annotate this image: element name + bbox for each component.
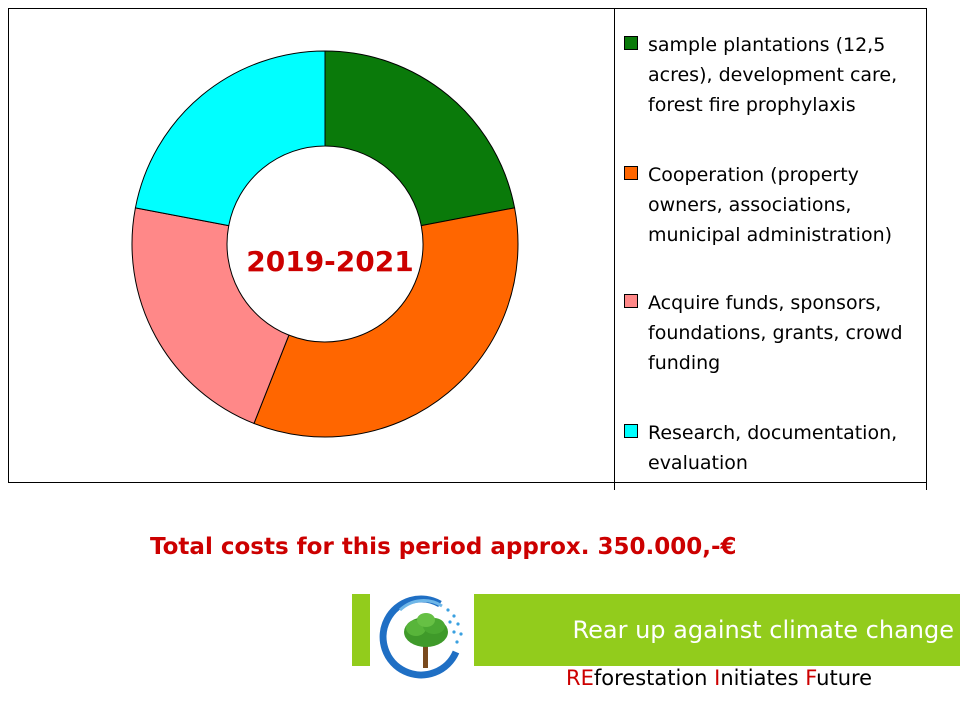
logo-bar-right — [474, 594, 960, 666]
legend-text-cooperation: Cooperation (property owners, associatio… — [648, 164, 893, 246]
slogan-text: Rear up against climate change — [572, 616, 954, 644]
tree-logo-icon — [370, 590, 474, 682]
legend-divider-left — [614, 8, 615, 490]
legend-divider-right — [926, 8, 927, 490]
tagline-part-i: I — [714, 666, 721, 690]
donut-slice-plantations — [324, 50, 516, 227]
legend-swatch-research — [624, 424, 638, 438]
tagline-part-nitiates: nitiates — [720, 666, 806, 690]
tagline-part-forestation: forestation — [593, 666, 715, 690]
donut-slice-research — [134, 50, 326, 227]
legend-swatch-funds — [624, 294, 638, 308]
chart-center-label: 2019-2021 — [246, 245, 414, 278]
legend-swatch-plantations — [624, 36, 638, 50]
legend-text-funds: Acquire funds, sponsors, foundations, gr… — [648, 292, 903, 374]
donut-chart — [131, 50, 519, 438]
logo-bar-left — [352, 594, 372, 666]
donut-slice-funds — [131, 207, 290, 425]
tagline-part-re: RE — [566, 666, 594, 690]
tagline-part-f: F — [805, 666, 817, 690]
total-costs-text: Total costs for this period approx. 350.… — [150, 534, 737, 560]
tagline: REforestation Initiates Future — [566, 664, 956, 692]
legend-text-plantations: sample plantations (12,5 acres), develop… — [648, 34, 898, 116]
legend-text-research: Research, documentation, evaluation — [648, 422, 898, 474]
donut-slice-cooperation — [253, 207, 519, 438]
legend-swatch-cooperation — [624, 166, 638, 180]
tagline-part-uture: uture — [816, 666, 873, 690]
